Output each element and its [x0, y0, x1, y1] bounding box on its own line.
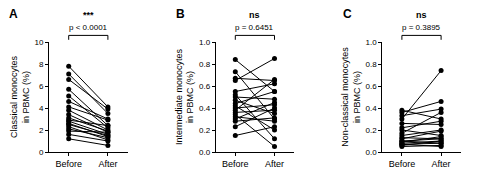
svg-text:8: 8 — [39, 60, 44, 69]
svg-text:1.0: 1.0 — [366, 38, 378, 47]
svg-text:0.6: 0.6 — [366, 82, 378, 91]
svg-text:A: A — [9, 7, 18, 21]
svg-text:0.0: 0.0 — [199, 148, 211, 157]
svg-text:0.2: 0.2 — [366, 126, 378, 135]
svg-text:0.0: 0.0 — [366, 148, 378, 157]
svg-text:C: C — [343, 7, 352, 21]
svg-text:Before: Before — [55, 159, 82, 169]
svg-text:After: After — [98, 159, 117, 169]
svg-text:0.2: 0.2 — [199, 126, 211, 135]
svg-text:Intermediate monocytesin PBMC: Intermediate monocytesin PBMC (%) — [174, 48, 196, 145]
svg-text:After: After — [265, 159, 284, 169]
svg-text:p < 0.0001: p < 0.0001 — [69, 23, 108, 32]
svg-text:0.8: 0.8 — [199, 60, 211, 69]
svg-text:0.4: 0.4 — [199, 104, 211, 113]
svg-text:After: After — [432, 159, 451, 169]
svg-text:***: *** — [83, 10, 94, 20]
svg-text:0.4: 0.4 — [366, 104, 378, 113]
svg-text:10: 10 — [35, 38, 44, 47]
svg-text:Before: Before — [389, 159, 416, 169]
svg-text:ns: ns — [416, 10, 427, 20]
svg-text:4: 4 — [39, 104, 44, 113]
svg-text:Non-classical monocytesin PBMC: Non-classical monocytesin PBMC (%) — [340, 47, 362, 147]
svg-text:p = 0.3895: p = 0.3895 — [402, 23, 441, 32]
svg-text:Before: Before — [222, 159, 249, 169]
svg-text:ns: ns — [249, 10, 260, 20]
svg-text:B: B — [176, 7, 185, 21]
svg-text:1.0: 1.0 — [199, 38, 211, 47]
svg-text:2: 2 — [39, 126, 44, 135]
svg-text:0: 0 — [39, 148, 44, 157]
svg-text:6: 6 — [39, 82, 44, 91]
svg-text:p = 0.6451: p = 0.6451 — [235, 23, 274, 32]
svg-text:0.6: 0.6 — [199, 82, 211, 91]
svg-text:Classical monocytesin PBMC (%): Classical monocytesin PBMC (%) — [9, 55, 31, 138]
svg-text:0.8: 0.8 — [366, 60, 378, 69]
